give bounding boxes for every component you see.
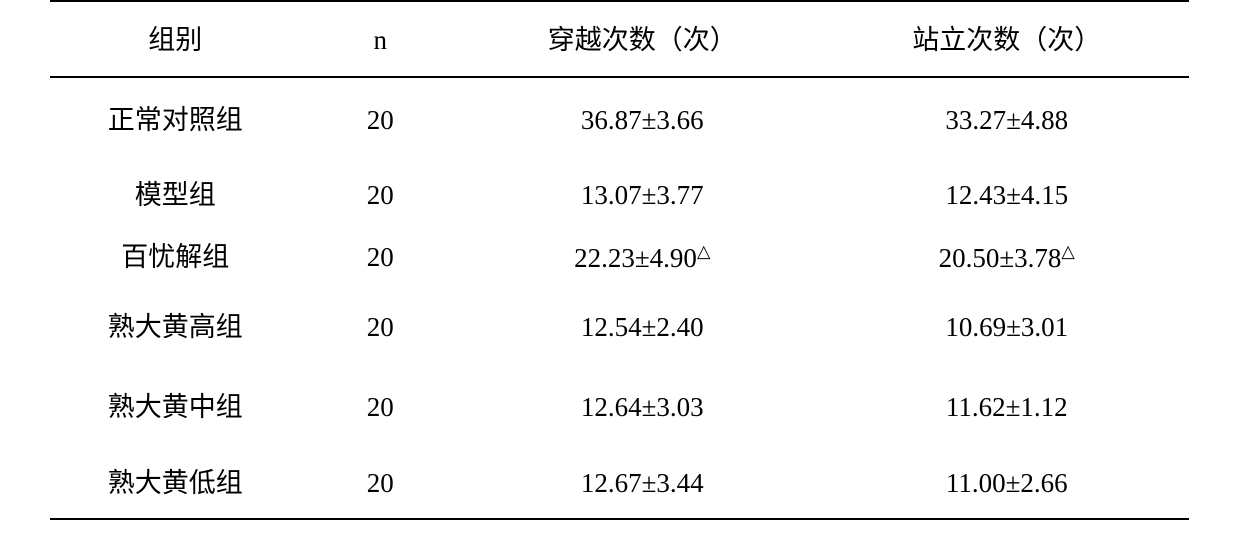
cell-crossing: 36.87±3.66 (460, 77, 824, 162)
cell-n: 20 (301, 287, 460, 367)
cell-standing-value: 33.27±4.88 (945, 105, 1068, 135)
table-header-row: 组别 n 穿越次数（次） 站立次数（次） (50, 1, 1189, 77)
cell-standing: 10.69±3.01 (825, 287, 1190, 367)
cell-standing-value: 11.62±1.12 (946, 392, 1068, 422)
cell-group-value: 熟大黄中组 (108, 392, 243, 422)
cell-n-value: 20 (367, 242, 394, 272)
cell-crossing: 22.23±4.90△ (460, 227, 824, 287)
cell-standing-value: 20.50±3.78 (939, 243, 1062, 273)
cell-crossing-value: 36.87±3.66 (581, 105, 704, 135)
cell-crossing: 13.07±3.77 (460, 162, 824, 227)
superscript-triangle-icon: △ (697, 241, 710, 261)
cell-standing: 20.50±3.78△ (825, 227, 1190, 287)
cell-crossing-value: 12.67±3.44 (581, 468, 704, 498)
cell-n-value: 20 (367, 468, 394, 498)
table-row: 模型组 20 13.07±3.77 12.43±4.15 (50, 162, 1189, 227)
col-header-crossing: 穿越次数（次） (460, 1, 824, 77)
data-table: 组别 n 穿越次数（次） 站立次数（次） 正常对照组 20 36.87±3.66 33… (50, 0, 1189, 520)
cell-n-value: 20 (367, 180, 394, 210)
col-header-group: 组别 (50, 1, 301, 77)
cell-n-value: 20 (367, 312, 394, 342)
cell-n: 20 (301, 77, 460, 162)
cell-n-value: 20 (367, 105, 394, 135)
cell-group-value: 熟大黄高组 (108, 312, 243, 342)
cell-group: 正常对照组 (50, 77, 301, 162)
cell-group-value: 正常对照组 (108, 105, 243, 135)
table-row: 正常对照组 20 36.87±3.66 33.27±4.88 (50, 77, 1189, 162)
table-row: 熟大黄低组 20 12.67±3.44 11.00±2.66 (50, 447, 1189, 519)
cell-n: 20 (301, 227, 460, 287)
cell-group-value: 百忧解组 (121, 242, 229, 272)
cell-group: 熟大黄低组 (50, 447, 301, 519)
cell-group-value: 熟大黄低组 (108, 468, 243, 498)
table-row: 百忧解组2022.23±4.90△20.50±3.78△ (50, 227, 1189, 287)
cell-crossing-value: 12.64±3.03 (581, 392, 704, 422)
cell-group-value: 模型组 (135, 180, 216, 210)
cell-crossing-value: 13.07±3.77 (581, 180, 704, 210)
cell-group: 熟大黄高组 (50, 287, 301, 367)
cell-standing-value: 12.43±4.15 (945, 180, 1068, 210)
cell-group: 百忧解组 (50, 227, 301, 287)
cell-standing-value: 11.00±2.66 (946, 468, 1068, 498)
cell-crossing: 12.54±2.40 (460, 287, 824, 367)
cell-n: 20 (301, 367, 460, 447)
table-body: 正常对照组 20 36.87±3.66 33.27±4.88 模型组 20 13.07±3.… (50, 77, 1189, 519)
superscript-triangle-icon: △ (1061, 241, 1074, 261)
data-table-container: 组别 n 穿越次数（次） 站立次数（次） 正常对照组 20 36.87±3.66 33… (0, 0, 1239, 520)
cell-standing: 11.00±2.66 (825, 447, 1190, 519)
cell-group: 熟大黄中组 (50, 367, 301, 447)
col-header-standing: 站立次数（次） (825, 1, 1190, 77)
cell-n: 20 (301, 162, 460, 227)
table-row: 熟大黄中组 20 12.64±3.03 11.62±1.12 (50, 367, 1189, 447)
cell-group: 模型组 (50, 162, 301, 227)
cell-crossing-value: 22.23±4.90 (574, 243, 697, 273)
col-header-n: n (301, 1, 460, 77)
cell-standing: 12.43±4.15 (825, 162, 1190, 227)
cell-n: 20 (301, 447, 460, 519)
cell-n-value: 20 (367, 392, 394, 422)
cell-standing-value: 10.69±3.01 (945, 312, 1068, 342)
cell-standing: 11.62±1.12 (825, 367, 1190, 447)
cell-crossing: 12.64±3.03 (460, 367, 824, 447)
table-row: 熟大黄高组 20 12.54±2.40 10.69±3.01 (50, 287, 1189, 367)
cell-crossing: 12.67±3.44 (460, 447, 824, 519)
cell-standing: 33.27±4.88 (825, 77, 1190, 162)
cell-crossing-value: 12.54±2.40 (581, 312, 704, 342)
